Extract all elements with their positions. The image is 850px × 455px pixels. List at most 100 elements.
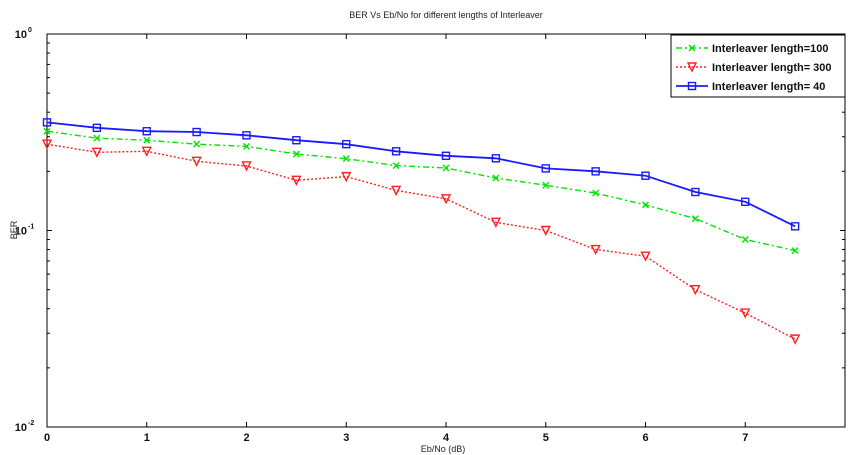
data-point-x-marker [492, 174, 500, 182]
legend-entry: Interleaver length=100 [676, 43, 828, 55]
marker-stroke [688, 44, 696, 52]
data-point-square-marker [541, 164, 550, 173]
data-point-x-marker [43, 127, 51, 135]
data-point-square-marker [92, 123, 102, 133]
legend-entry: Interleaver length= 300 [676, 62, 832, 74]
data-point-x-marker [592, 189, 600, 197]
data-point-x-marker [741, 235, 749, 243]
data-point-x-marker [542, 181, 550, 189]
data-point-square-marker [142, 127, 151, 136]
marker-stroke [143, 136, 151, 144]
marker-stroke [442, 164, 450, 172]
series-group [41, 139, 801, 345]
x-tick-label: 0 [44, 432, 50, 444]
data-point-square-marker [741, 197, 750, 206]
data-point-square-marker [42, 118, 52, 127]
series-layer [41, 118, 801, 345]
legend-label: Interleaver length= 300 [712, 62, 832, 74]
marker-stroke [342, 155, 350, 163]
marker-stroke [243, 142, 250, 150]
data-point-triangle-marker [390, 185, 402, 196]
y-tick-label: 10 [15, 226, 27, 238]
x-tick-label: 5 [543, 432, 549, 444]
data-point-square-marker [687, 81, 697, 91]
marker-stroke [392, 162, 400, 170]
legend: Interleaver length=100 Interleaver length… [670, 34, 846, 98]
marker-stroke [691, 215, 699, 223]
data-point-x-marker [292, 150, 300, 158]
data-point-triangle-marker [789, 334, 801, 345]
data-point-x-marker [791, 247, 799, 255]
y-tick-label: 10 [15, 29, 27, 41]
y-tick-exponent: -2 [28, 420, 34, 427]
data-point-square-marker [242, 131, 251, 140]
data-point-triangle-marker [341, 171, 352, 183]
legend-entry: Interleaver length= 40 [676, 81, 825, 93]
data-point-square-marker [790, 222, 800, 231]
data-point-square-marker [391, 147, 401, 156]
series-line [46, 121, 796, 228]
marker-stroke [592, 189, 600, 197]
y-tick-exponent: 0 [28, 27, 32, 34]
marker-stroke [791, 247, 799, 255]
data-point-square-marker [441, 151, 451, 160]
x-tick-label: 6 [642, 432, 648, 444]
marker-stroke [93, 134, 101, 142]
data-point-triangle-marker [91, 147, 103, 158]
legend-label: Interleaver length=100 [712, 43, 828, 55]
y-tick-exponent: -1 [28, 224, 34, 231]
data-point-triangle-marker [241, 161, 252, 172]
data-point-square-marker [691, 187, 700, 197]
data-point-triangle-marker [490, 217, 502, 228]
data-point-x-marker [243, 142, 250, 150]
marker-stroke [492, 174, 500, 182]
data-point-x-marker [688, 44, 696, 52]
data-point-x-marker [442, 164, 450, 172]
data-point-square-marker [591, 167, 600, 176]
data-point-triangle-marker [590, 244, 601, 256]
data-point-triangle-marker [191, 156, 202, 167]
data-point-triangle-marker [540, 225, 551, 237]
x-axis-label: Eb/No (dB) [421, 444, 466, 454]
marker-stroke [292, 150, 300, 158]
data-point-triangle-marker [640, 251, 651, 262]
data-point-x-marker [93, 134, 101, 142]
chart-title: BER Vs Eb/No for different lengths of In… [349, 10, 542, 20]
plot-area [46, 33, 846, 428]
data-point-x-marker [193, 140, 201, 148]
x-tick-label: 7 [742, 432, 748, 444]
data-point-x-marker [143, 136, 151, 144]
data-point-triangle-marker [141, 146, 152, 157]
data-point-square-marker [292, 136, 301, 145]
data-point-square-marker [491, 154, 501, 163]
series-group [42, 118, 800, 231]
x-tick-label: 1 [144, 432, 150, 444]
data-point-x-marker [691, 215, 699, 223]
data-point-triangle-marker [740, 308, 751, 319]
marker-stroke [193, 140, 201, 148]
x-tick-label: 3 [343, 432, 349, 444]
data-point-triangle-marker [690, 284, 701, 296]
data-point-square-marker [641, 171, 650, 180]
data-point-triangle-marker [291, 175, 302, 186]
data-point-x-marker [392, 162, 400, 170]
series-line [46, 143, 796, 340]
y-tick-label: 10 [15, 422, 27, 434]
data-point-square-marker [342, 139, 351, 149]
marker-stroke [542, 181, 550, 189]
data-point-x-marker [342, 155, 350, 163]
data-point-triangle-marker [440, 194, 452, 205]
data-point-triangle-marker [686, 62, 698, 73]
marker-stroke [642, 201, 649, 209]
series-group [43, 127, 799, 255]
x-tick-label: 2 [243, 432, 249, 444]
marker-stroke [43, 127, 51, 135]
x-tick-label: 4 [443, 432, 450, 444]
data-point-square-marker [192, 127, 201, 137]
legend-label: Interleaver length= 40 [712, 81, 825, 93]
data-point-triangle-marker [41, 139, 53, 150]
y-axis-label: BER [9, 220, 19, 239]
data-point-x-marker [642, 201, 649, 209]
marker-stroke [741, 235, 749, 243]
